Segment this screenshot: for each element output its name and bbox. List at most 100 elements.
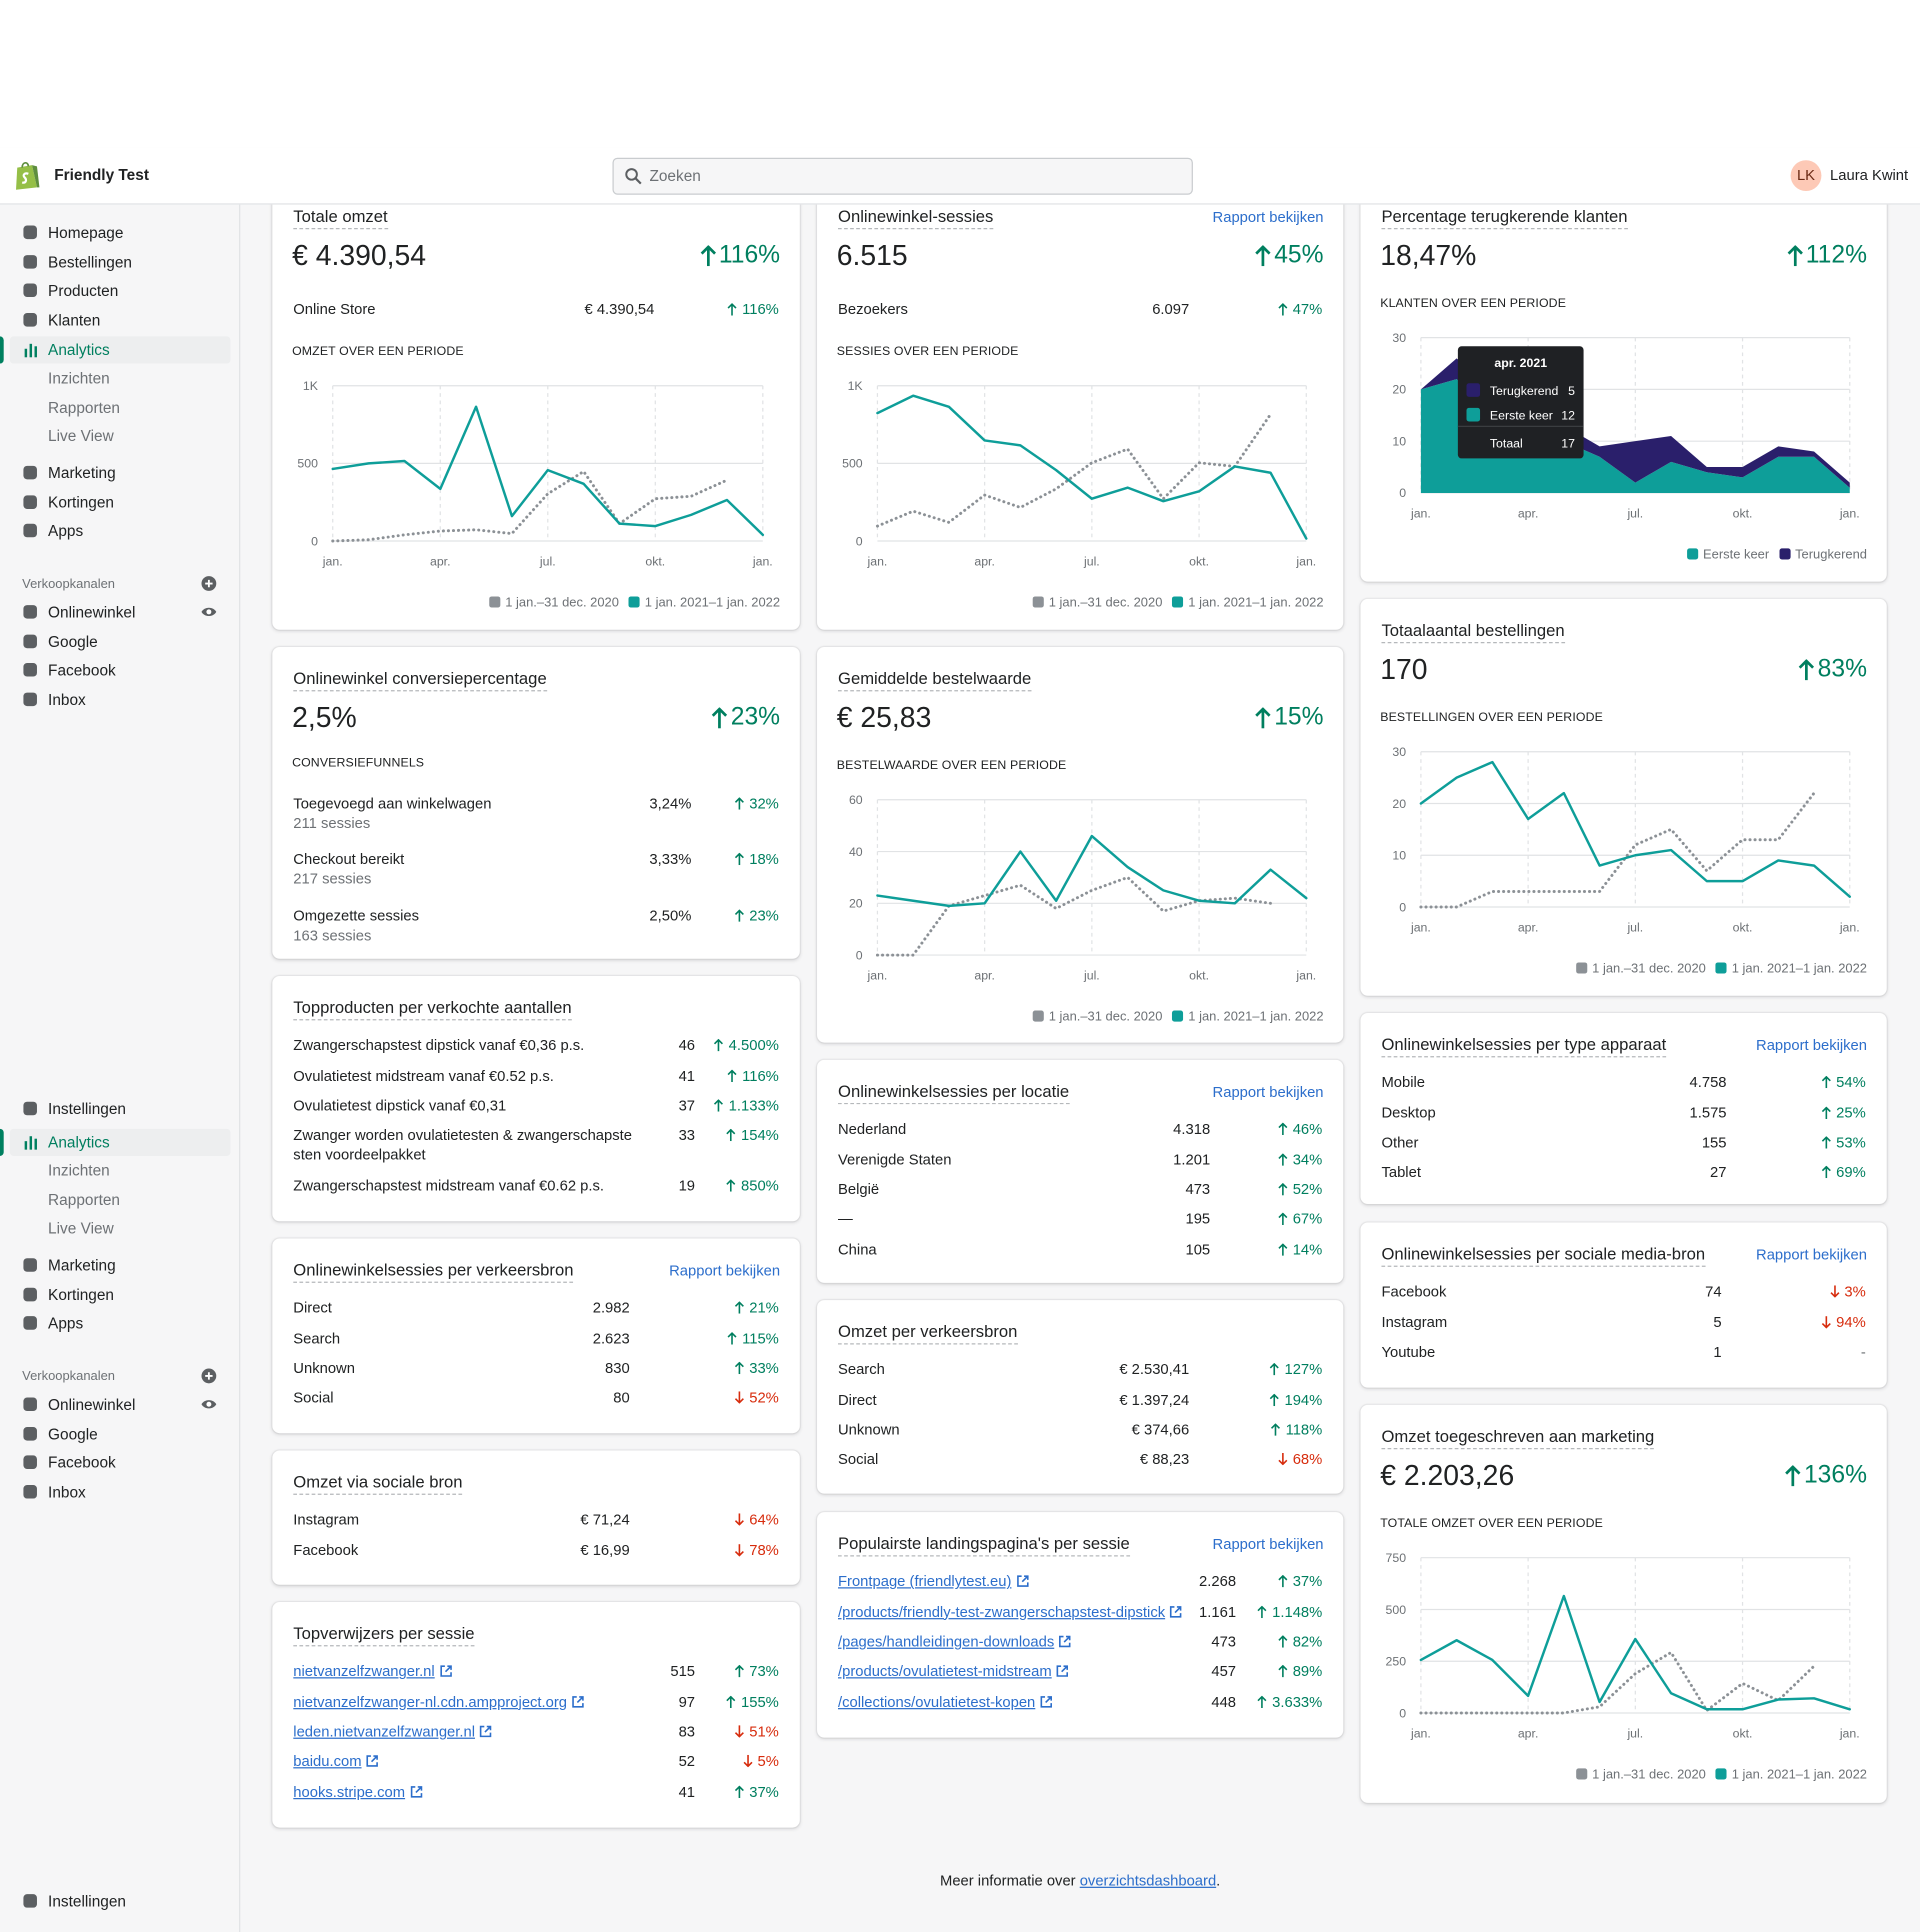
table-row: Zwangerschapstest midstream vanaf €0.62 …	[293, 1170, 779, 1200]
search-box[interactable]: Zoeken	[612, 157, 1193, 195]
nav-item[interactable]: Live View	[48, 427, 114, 445]
nav-item[interactable]: Rapporten	[48, 1191, 121, 1209]
nav-item[interactable]: Google	[48, 1425, 98, 1444]
big-change: 136%	[1785, 1458, 1867, 1493]
row-value: 97	[678, 1692, 696, 1710]
report-link[interactable]: Rapport bekijken	[1212, 208, 1324, 226]
add-icon[interactable]	[201, 576, 217, 592]
nav-item[interactable]: Analytics	[48, 1133, 110, 1152]
nav-item[interactable]: Google	[48, 633, 98, 651]
row-link[interactable]: /collections/ovulatietest-kopen	[837, 1692, 1036, 1711]
icon-path	[1170, 1605, 1182, 1618]
icon-shape	[23, 1397, 37, 1412]
nav-item[interactable]: Analytics	[48, 341, 110, 359]
nav-item[interactable]: Inzichten	[48, 369, 110, 387]
row-link[interactable]: hooks.stripe.com	[293, 1782, 406, 1801]
trend-arrow	[1278, 1665, 1288, 1678]
trend-arrow	[1821, 1166, 1831, 1179]
nav-item[interactable]: Kortingen	[48, 494, 115, 512]
nav-active-bg	[9, 336, 231, 364]
row-link[interactable]: Frontpage (friendlytest.eu)	[837, 1572, 1012, 1590]
user-name[interactable]: Laura Kwint	[1830, 166, 1909, 184]
row-label-text: Facebook	[1381, 1283, 1447, 1301]
row-link[interactable]: nietvanzelfzwanger-nl.cdn.ampproject.org	[293, 1692, 568, 1710]
trend-arrow	[734, 797, 744, 810]
icon-bar	[29, 1136, 33, 1150]
arrow-path	[1270, 1393, 1280, 1406]
report-link[interactable]: Rapport bekijken	[1212, 1083, 1324, 1101]
nav-item[interactable]: Onlinewinkel	[48, 603, 136, 622]
trend-arrow	[727, 303, 737, 316]
legend-swatch	[628, 596, 640, 608]
y-tick-label: 250	[1386, 1655, 1407, 1669]
report-link[interactable]: Rapport bekijken	[1212, 1535, 1324, 1553]
legend-item[interactable]: 1 jan. 2021–1 jan. 2022	[1715, 960, 1867, 977]
legend-item[interactable]: 1 jan.–31 dec. 2020	[489, 594, 619, 611]
nav-item[interactable]: Inbox	[48, 1483, 86, 1502]
legend-label: 1 jan.–31 dec. 2020	[1048, 595, 1163, 611]
nav-item[interactable]: Facebook	[48, 1454, 116, 1472]
legend-item[interactable]: 1 jan. 2021–1 jan. 2022	[1172, 594, 1324, 611]
row-change: 118%	[1271, 1420, 1322, 1440]
row-label-text: Tablet	[1381, 1163, 1421, 1181]
nav-item[interactable]: Apps	[48, 522, 84, 540]
legend-item[interactable]: Terugkerend	[1779, 546, 1867, 563]
legend-item[interactable]: Eerste keer	[1686, 546, 1769, 563]
nav-item[interactable]: Facebook	[48, 661, 116, 680]
legend-item[interactable]: 1 jan.–31 dec. 2020	[1576, 960, 1706, 977]
nav-item[interactable]: Bestellingen	[48, 253, 132, 272]
legend-item[interactable]: 1 jan.–31 dec. 2020	[1032, 1008, 1162, 1025]
nav-item[interactable]: Homepage	[48, 224, 124, 242]
nav-item[interactable]: Kortingen	[48, 1286, 115, 1304]
row-link[interactable]: /pages/handleidingen-downloads	[837, 1632, 1055, 1651]
legend-item[interactable]: 1 jan.–31 dec. 2020	[1032, 594, 1163, 611]
row-change: 14%	[1278, 1239, 1322, 1259]
footer-link[interactable]: overzichtsdashboard	[1079, 1871, 1217, 1890]
nav-item[interactable]: Inzichten	[48, 1162, 110, 1180]
nav-item[interactable]: Klanten	[48, 311, 101, 330]
legend-item[interactable]: 1 jan. 2021–1 jan. 2022	[1715, 1766, 1867, 1783]
add-icon[interactable]	[201, 1368, 217, 1384]
row-value: 473	[1185, 1180, 1211, 1198]
x-tick-label: jan.	[1295, 555, 1316, 569]
footer-end: .	[1216, 1871, 1221, 1890]
nav-item[interactable]: Live View	[48, 1220, 114, 1238]
row-label-text: Bezoekers	[837, 300, 908, 319]
nav-item[interactable]: Instellingen	[48, 1892, 127, 1911]
icon-shape	[23, 1427, 37, 1441]
view-icon[interactable]	[201, 1396, 217, 1412]
nav-item[interactable]: Rapporten	[48, 399, 121, 417]
y-tick-label: 0	[856, 534, 863, 548]
legend-item[interactable]: 1 jan.–31 dec. 2020	[1576, 1766, 1706, 1783]
row-value: 5	[1713, 1313, 1722, 1331]
table-row: België 473 52%	[838, 1174, 1322, 1204]
nav-item[interactable]: Marketing	[48, 1256, 116, 1275]
external-icon	[410, 1785, 422, 1798]
nav-item[interactable]: Apps	[48, 1314, 84, 1333]
row-link[interactable]: nietvanzelfzwanger.nl	[293, 1662, 435, 1680]
table-row: Nederland 4.318 46%	[838, 1114, 1322, 1144]
nav-item[interactable]: Onlinewinkel	[48, 1396, 136, 1414]
report-link[interactable]: Rapport bekijken	[669, 1261, 781, 1280]
legend-item[interactable]: 1 jan. 2021–1 jan. 2022	[1172, 1008, 1324, 1025]
row-link[interactable]: baidu.com	[293, 1752, 362, 1771]
avatar[interactable]: LK	[1790, 160, 1822, 192]
table-row: /pages/handleidingen-downloads 473 82%	[838, 1626, 1322, 1656]
table-row: Social 80 52%	[293, 1383, 779, 1413]
nav-item[interactable]: Instellingen	[48, 1100, 127, 1118]
external-icon	[1040, 1695, 1053, 1708]
row-link[interactable]: /products/friendly-test-zwangerschapstes…	[837, 1602, 1166, 1621]
report-link[interactable]: Rapport bekijken	[1756, 1245, 1868, 1264]
arrow-path	[734, 1301, 744, 1314]
view-icon[interactable]	[201, 604, 217, 620]
nav-item[interactable]: Marketing	[48, 464, 116, 482]
nav-item[interactable]: Producten	[48, 282, 119, 300]
row-link[interactable]: /products/ovulatietest-midstream	[837, 1662, 1052, 1681]
row-link[interactable]: leden.nietvanzelfzwanger.nl	[293, 1722, 475, 1741]
legend-item[interactable]: 1 jan. 2021–1 jan. 2022	[628, 594, 780, 611]
report-link[interactable]: Rapport bekijken	[1756, 1036, 1868, 1054]
row-label-text: Other	[1381, 1133, 1419, 1151]
nav-item[interactable]: Inbox	[48, 691, 86, 709]
row-value: 2.268	[1199, 1572, 1237, 1590]
table-row: Social € 88,23 68%	[838, 1444, 1322, 1474]
